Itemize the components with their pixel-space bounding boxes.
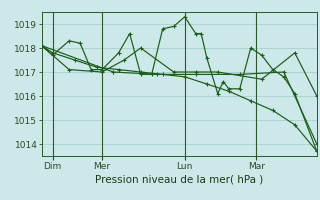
- X-axis label: Pression niveau de la mer( hPa ): Pression niveau de la mer( hPa ): [95, 175, 263, 185]
